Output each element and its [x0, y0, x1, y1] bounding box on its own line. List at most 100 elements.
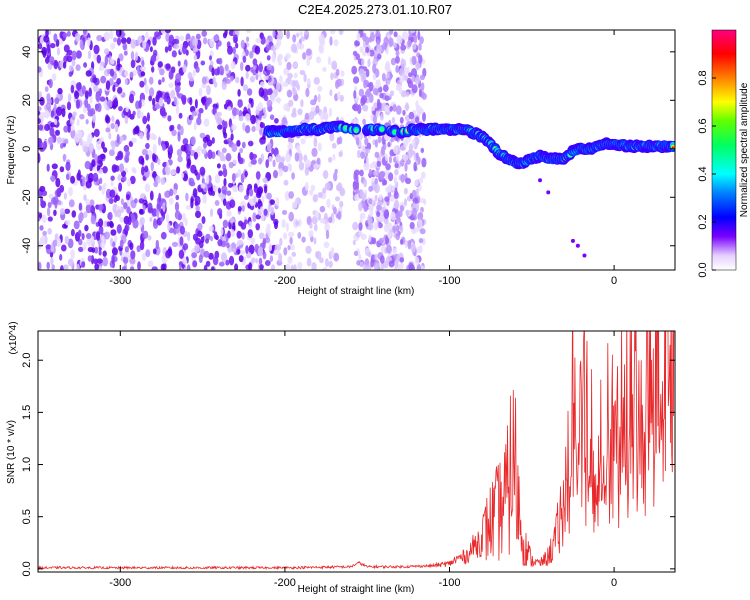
noise-blob — [368, 234, 372, 243]
noise-blob — [152, 248, 157, 255]
noise-blob — [147, 235, 152, 241]
noise-blob — [86, 237, 92, 246]
noise-blob — [252, 58, 258, 66]
noise-blob — [328, 260, 333, 268]
noise-blob — [245, 245, 249, 254]
noise-blob — [144, 183, 151, 193]
noise-blob — [218, 57, 223, 65]
noise-blob — [278, 253, 283, 263]
noise-blob — [363, 79, 369, 85]
noise-blob — [405, 91, 410, 97]
noise-blob — [120, 198, 124, 205]
noise-blob — [325, 258, 329, 267]
noise-blob — [116, 133, 120, 144]
noise-blob — [215, 42, 219, 50]
noise-blob — [244, 219, 249, 225]
noise-blob — [121, 175, 127, 182]
noise-blob — [274, 221, 278, 230]
noise-blob — [392, 104, 397, 112]
noise-blob — [186, 264, 191, 270]
noise-blob — [101, 234, 105, 245]
noise-blob — [284, 190, 290, 201]
noise-blob — [242, 55, 247, 63]
noise-blob — [284, 263, 291, 270]
noise-blob — [238, 116, 244, 122]
noise-blob — [383, 223, 389, 233]
noise-blob — [43, 35, 50, 43]
noise-blob — [259, 122, 265, 129]
noise-blob — [289, 236, 293, 245]
noise-blob — [285, 53, 291, 60]
noise-blob — [91, 159, 96, 167]
noise-blob — [124, 115, 129, 125]
noise-blob — [197, 222, 203, 231]
noise-blob — [223, 132, 228, 139]
snr-y-ticks: 0.0 0.5 1.0 1.5 2.0 — [21, 353, 675, 577]
noise-blob — [194, 200, 199, 207]
noise-blob — [256, 179, 261, 185]
noise-blob — [250, 237, 256, 245]
noise-blob — [220, 227, 224, 236]
noise-blob — [168, 197, 174, 205]
noise-blob — [81, 233, 85, 240]
noise-blob — [53, 118, 58, 125]
noise-blob — [152, 152, 156, 162]
noise-blob — [385, 186, 391, 193]
noise-blob — [280, 156, 285, 164]
noise-blob — [239, 249, 245, 255]
noise-blob — [238, 184, 244, 193]
noise-blob — [229, 75, 234, 82]
noise-blob — [411, 75, 415, 83]
noise-blob — [117, 174, 122, 181]
noise-blob — [359, 212, 366, 220]
noise-blob — [266, 99, 273, 108]
noise-blob — [266, 223, 271, 230]
noise-blob — [419, 36, 424, 44]
noise-blob — [255, 223, 260, 231]
noise-blob — [38, 261, 42, 270]
noise-blob — [225, 259, 230, 266]
noise-blob — [305, 87, 310, 98]
noise-blob — [337, 91, 341, 100]
noise-blob — [388, 260, 395, 268]
noise-blob — [61, 108, 66, 118]
noise-blob — [73, 134, 80, 143]
noise-blob — [119, 163, 124, 173]
noise-blob — [262, 177, 268, 184]
noise-blob — [298, 219, 302, 227]
noise-blob — [98, 250, 102, 256]
noise-blob — [116, 37, 122, 46]
noise-blob — [83, 62, 88, 68]
noise-blob — [323, 112, 329, 121]
noise-blob — [304, 166, 310, 176]
noise-blob — [203, 264, 208, 270]
noise-blob — [418, 238, 424, 244]
noise-blob — [304, 30, 308, 36]
noise-blob — [96, 165, 101, 171]
noise-blob — [380, 145, 385, 156]
noise-blob — [63, 264, 69, 270]
noise-blob — [372, 63, 377, 74]
noise-blob — [232, 46, 236, 55]
y-tick-label: 0.5 — [21, 509, 33, 524]
noise-blob — [299, 31, 304, 37]
noise-blob — [48, 193, 54, 199]
noise-blob — [310, 99, 317, 106]
noise-blob — [232, 107, 238, 117]
noise-blob — [134, 198, 138, 204]
noise-blob — [53, 33, 58, 43]
noise-blob — [322, 187, 327, 194]
noise-blob — [217, 208, 223, 216]
noise-blob — [79, 113, 85, 120]
noise-blob — [205, 238, 209, 244]
noise-blob — [241, 205, 245, 212]
noise-blob — [96, 140, 102, 151]
noise-blob — [56, 237, 62, 248]
noise-blob — [102, 250, 107, 257]
noise-blob — [362, 104, 369, 112]
noise-blob — [255, 109, 260, 116]
noise-blob — [78, 202, 83, 211]
noise-blob — [125, 194, 131, 201]
noise-blob — [100, 75, 107, 84]
noise-blob — [110, 122, 115, 130]
